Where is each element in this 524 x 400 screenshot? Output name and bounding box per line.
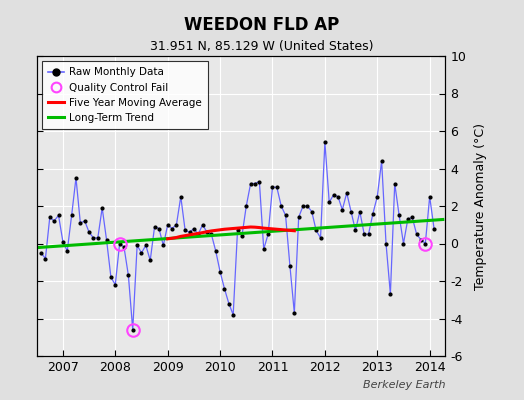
Text: WEEDON FLD AP: WEEDON FLD AP xyxy=(184,16,340,34)
Text: 31.951 N, 85.129 W (United States): 31.951 N, 85.129 W (United States) xyxy=(150,40,374,53)
Legend: Raw Monthly Data, Quality Control Fail, Five Year Moving Average, Long-Term Tren: Raw Monthly Data, Quality Control Fail, … xyxy=(42,61,208,129)
Y-axis label: Temperature Anomaly (°C): Temperature Anomaly (°C) xyxy=(474,122,487,290)
Text: Berkeley Earth: Berkeley Earth xyxy=(363,380,445,390)
